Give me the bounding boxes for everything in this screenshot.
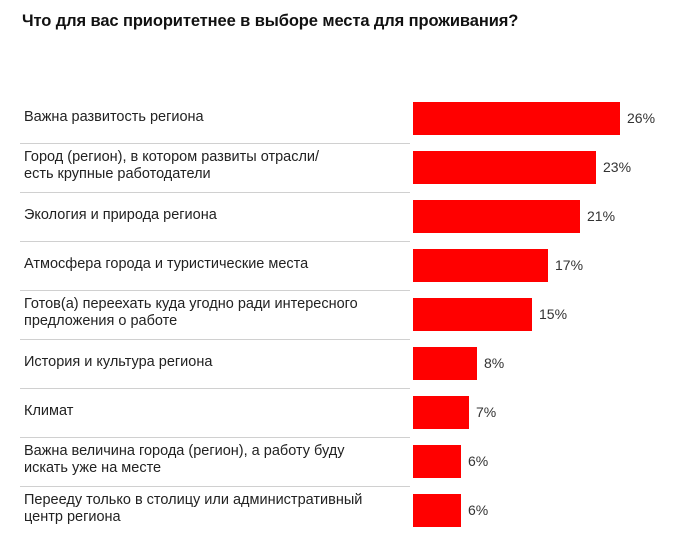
bar <box>413 297 532 331</box>
category-label-line: предложения о работе <box>24 313 178 329</box>
bar <box>413 199 580 233</box>
row-separator <box>20 436 410 438</box>
bar <box>413 493 461 527</box>
category-label: Важна величина города (регион), а работу… <box>24 443 409 477</box>
category-label: Важна развитость региона <box>24 109 409 126</box>
row-separator <box>20 387 410 389</box>
category-label: Готов(а) переехать куда угодно ради инте… <box>24 296 409 330</box>
category-label-line: Атмосфера города и туристические места <box>24 255 309 272</box>
category-label-line: Готов(а) переехать куда угодно ради инте… <box>24 296 358 312</box>
category-label-line: Город (регион), в котором развиты отрасл… <box>24 149 320 165</box>
value-label: 6% <box>468 502 489 518</box>
row-separator <box>20 240 410 242</box>
category-label: Атмосфера города и туристические места <box>24 256 409 273</box>
value-label: 8% <box>484 355 505 371</box>
category-label-line: Экология и природа региона <box>24 206 217 223</box>
category-label: Климат <box>24 403 409 420</box>
value-label: 6% <box>468 453 489 469</box>
bar <box>413 395 469 429</box>
row-separator <box>20 485 410 487</box>
category-label-line: Климат <box>24 402 74 419</box>
value-label: 15% <box>539 306 568 322</box>
category-label-line: центр региона <box>24 509 121 525</box>
chart-title: Что для вас приоритетнее в выборе места … <box>22 12 519 30</box>
category-label: Экология и природа региона <box>24 207 409 224</box>
value-label: 17% <box>555 257 584 273</box>
bar <box>413 248 548 282</box>
category-label: Перееду только в столицу или администрат… <box>24 492 409 526</box>
row-separator <box>20 338 410 340</box>
value-label: 26% <box>627 110 656 126</box>
category-label: Город (регион), в котором развиты отрасл… <box>24 149 409 183</box>
value-label: 23% <box>603 159 632 175</box>
category-label-line: История и культура региона <box>24 353 213 370</box>
bar <box>413 101 620 135</box>
bar <box>413 346 477 380</box>
row-separator <box>20 289 410 291</box>
value-label: 21% <box>587 208 616 224</box>
category-label: История и культура региона <box>24 354 409 371</box>
category-label-line: есть крупные работодатели <box>24 166 211 182</box>
category-label-line: Перееду только в столицу или администрат… <box>24 492 363 508</box>
category-label-line: искать уже на месте <box>24 460 162 476</box>
category-label-line: Важна развитость региона <box>24 108 204 125</box>
bar <box>413 150 596 184</box>
row-separator <box>20 142 410 144</box>
row-separator <box>20 191 410 193</box>
value-label: 7% <box>476 404 497 420</box>
category-label-line: Важна величина города (регион), а работу… <box>24 443 345 459</box>
bar <box>413 444 461 478</box>
